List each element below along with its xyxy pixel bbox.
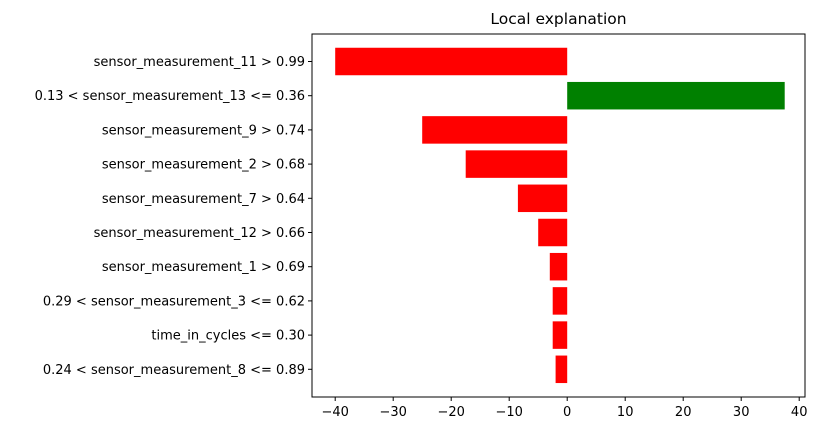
- x-tick-label: 40: [791, 405, 808, 420]
- bar-7: [549, 252, 568, 281]
- x-tick-label: 10: [617, 405, 634, 420]
- y-tick-label: sensor_measurement_9 > 0.74: [102, 123, 305, 138]
- y-tick-label: sensor_measurement_12 > 0.66: [94, 226, 305, 241]
- bar-6: [538, 218, 568, 247]
- chart-title: Local explanation: [490, 10, 626, 28]
- y-tick-label: sensor_measurement_1 > 0.69: [102, 260, 305, 275]
- bar-8: [552, 287, 568, 315]
- y-tick-label: sensor_measurement_2 > 0.68: [102, 158, 305, 173]
- bar-5: [517, 184, 568, 213]
- x-tick-label: −40: [321, 405, 348, 420]
- x-tick-label: −20: [437, 405, 464, 420]
- plot-frame: [311, 33, 806, 398]
- y-tick-label: 0.29 < sensor_measurement_3 <= 0.62: [43, 294, 305, 309]
- bar-4: [465, 150, 568, 178]
- y-tick-label: 0.13 < sensor_measurement_13 <= 0.36: [35, 89, 305, 104]
- y-axis: sensor_measurement_11 > 0.99 0.13 < senso…: [35, 55, 312, 378]
- y-tick-label: sensor_measurement_11 > 0.99: [94, 55, 305, 70]
- x-tick-label: 20: [675, 405, 692, 420]
- bar-9: [552, 321, 568, 349]
- x-tick-label: 0: [563, 405, 571, 420]
- bar-3: [422, 116, 568, 144]
- x-tick-label: 30: [733, 405, 750, 420]
- bars-group: [335, 47, 785, 384]
- x-tick-label: −30: [379, 405, 406, 420]
- y-tick-label: sensor_measurement_7 > 0.64: [102, 192, 305, 207]
- bar-2: [567, 81, 785, 110]
- x-tick-label: −10: [495, 405, 522, 420]
- bar-1: [335, 47, 568, 76]
- y-tick-label: time_in_cycles <= 0.30: [151, 329, 305, 344]
- x-axis: −40 −30 −20 −10 0 10 20 30 40: [321, 397, 807, 420]
- bar-10: [555, 355, 568, 384]
- y-tick-label: 0.24 < sensor_measurement_8 <= 0.89: [43, 363, 305, 378]
